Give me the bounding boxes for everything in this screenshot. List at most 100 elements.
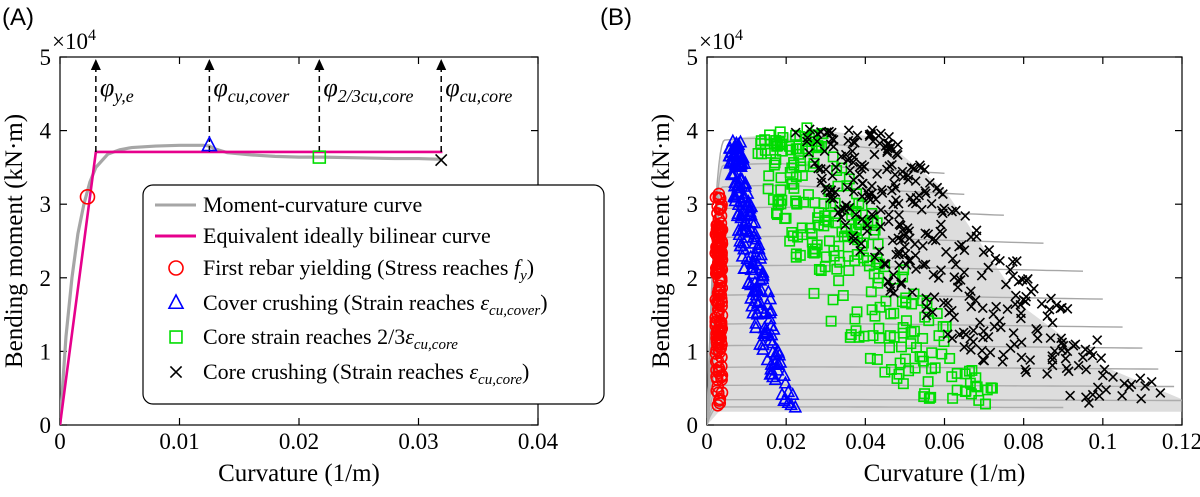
x-tick-label: 0.03 <box>398 429 438 454</box>
scatter-point <box>778 375 793 389</box>
scatter-point <box>849 152 860 163</box>
scatter-point <box>831 263 843 275</box>
scatter-point <box>886 185 897 196</box>
scatter-point <box>1097 370 1108 381</box>
scatter-point <box>848 231 858 242</box>
scatter-point <box>842 154 853 165</box>
scatter-point <box>723 155 737 169</box>
scatter-point <box>1060 353 1071 364</box>
scatter-point <box>985 347 996 358</box>
scatter-point <box>715 254 728 268</box>
scatter-point <box>840 219 851 230</box>
scatter-point <box>911 192 922 203</box>
scatter-point <box>856 200 868 212</box>
scatter-point <box>790 129 802 141</box>
scatter-point <box>921 310 932 321</box>
scatter-point <box>926 363 938 375</box>
legend-marker-swatch <box>168 260 184 276</box>
scatter-point <box>730 178 744 192</box>
scatter-series-circle <box>709 187 729 412</box>
scatter-point <box>830 217 842 229</box>
scatter-point <box>808 157 820 169</box>
scatter-point <box>1042 311 1053 322</box>
scatter-point <box>920 185 931 196</box>
scatter-point <box>1047 354 1058 365</box>
x-tick-label: 0.04 <box>845 429 886 454</box>
scatter-point <box>880 259 891 270</box>
legend-marker-swatch <box>169 330 183 344</box>
scatter-point <box>843 265 855 276</box>
x-tick-label: 0.02 <box>766 429 806 454</box>
scatter-point <box>1002 304 1013 315</box>
scatter-point <box>851 306 863 318</box>
scatter-point <box>857 178 868 189</box>
scatter-point <box>845 165 856 176</box>
scatter-point <box>986 382 998 394</box>
scatter-point <box>966 301 977 312</box>
scatter-point <box>876 184 887 195</box>
scatter-point <box>984 245 995 255</box>
y-tick-label: 0 <box>687 413 699 438</box>
scatter-point <box>922 376 934 388</box>
scatter-point <box>1025 355 1036 366</box>
scatter-point <box>1016 337 1027 348</box>
scatter-point <box>869 149 880 160</box>
scatter-point <box>727 187 742 201</box>
scatter-point <box>965 388 977 400</box>
annotation-label: φ2/3cu,core <box>323 73 413 106</box>
scatter-point <box>711 323 724 337</box>
annotation-arrowhead <box>204 59 215 70</box>
scatter-point <box>1063 366 1074 377</box>
scatter-point <box>980 398 991 410</box>
scatter-point <box>816 177 827 188</box>
scatter-point <box>919 311 931 323</box>
y-tick-label: 2 <box>687 266 699 291</box>
scatter-point <box>752 148 764 159</box>
scatter-point <box>890 169 901 180</box>
scatter-point <box>865 286 877 298</box>
scatter-point <box>929 292 940 303</box>
scatter-point <box>911 264 922 274</box>
scatter-point <box>709 315 723 329</box>
scatter-point <box>971 225 982 236</box>
scatter-point <box>947 253 958 264</box>
panel-label-a: (A) <box>2 4 34 31</box>
scatter-point <box>806 228 818 240</box>
x-axis-title: Curvature (1/m) <box>218 460 380 487</box>
scatter-point <box>766 335 780 349</box>
scatter-point <box>848 186 859 197</box>
scatter-point <box>867 330 879 342</box>
scatter-point <box>867 188 877 199</box>
scatter-point <box>936 265 947 276</box>
scatter-point <box>1049 346 1060 356</box>
scatter-point <box>971 381 983 393</box>
scatter-point <box>710 384 724 398</box>
scatter-point <box>901 259 912 270</box>
scatter-point <box>1057 337 1068 348</box>
scatter-point <box>1070 339 1081 350</box>
scatter-point <box>744 262 759 276</box>
scatter-point <box>817 173 828 184</box>
legend-marker-swatch <box>169 365 183 379</box>
scatter-point <box>873 130 884 141</box>
scatter-point <box>1065 390 1076 401</box>
scatter-point <box>849 137 860 148</box>
legend-entry: Cover crushing (Strain reaches εcu,cover… <box>203 290 548 319</box>
scatter-point <box>1008 271 1019 282</box>
scatter-point <box>1031 323 1042 334</box>
scatter-point <box>714 316 728 329</box>
scatter-point <box>766 321 781 335</box>
scatter-point <box>875 205 886 216</box>
scatter-point <box>976 270 987 281</box>
scatter-point <box>1073 360 1084 371</box>
scatter-point <box>713 191 727 205</box>
scatter-series-square <box>752 122 998 410</box>
scatter-point <box>935 219 946 230</box>
scatter-point <box>788 159 800 171</box>
scatter-point <box>762 183 774 195</box>
x-tick-label: 0.01 <box>159 429 199 454</box>
scatter-point <box>879 258 890 269</box>
x-axis-title: Curvature (1/m) <box>864 460 1026 487</box>
scatter-point <box>853 217 864 229</box>
scatter-point <box>954 329 965 340</box>
